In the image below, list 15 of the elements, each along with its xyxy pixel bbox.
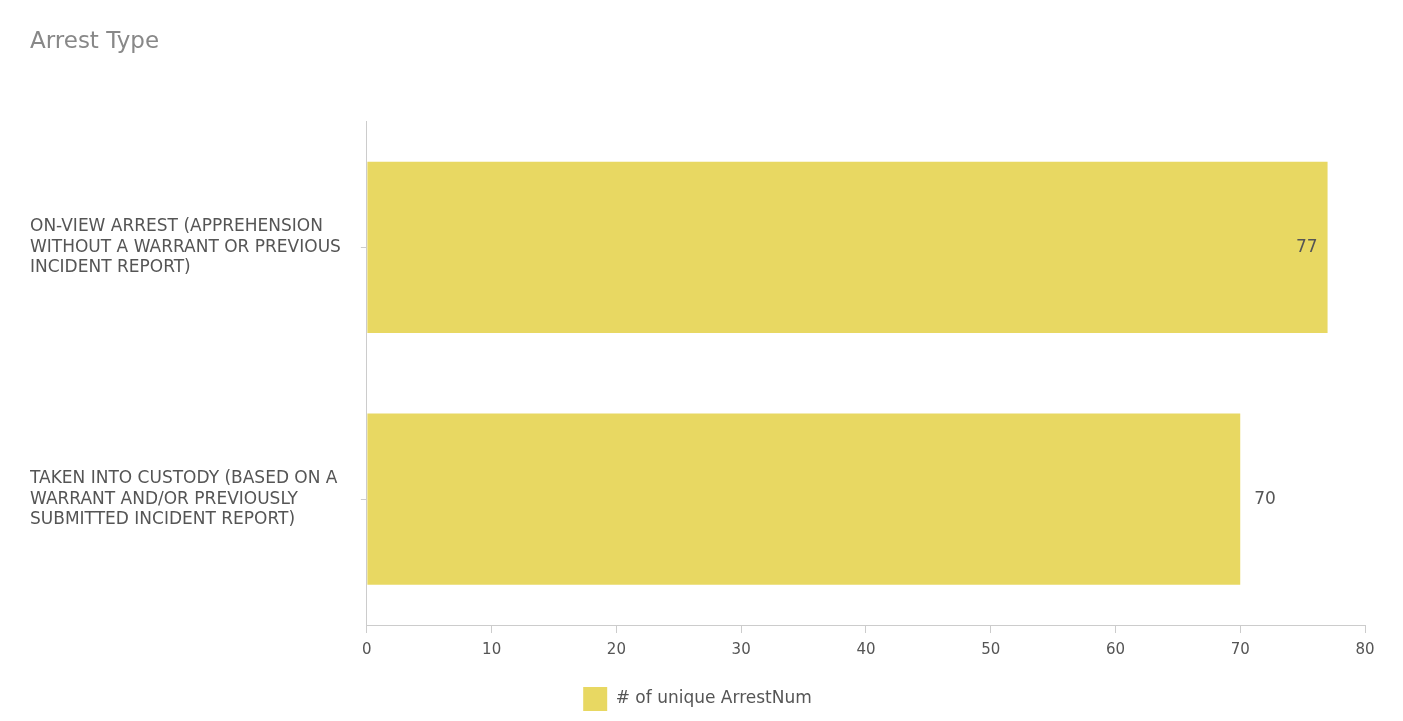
x-tick-label: 10 [482,639,502,658]
x-tick-label: 70 [1230,639,1250,658]
y-tick-label: TAKEN INTO CUSTODY (BASED ON A WARRANT AND/OR PREVIOUSLY SUBMITTED INCIDENT REPORT) [29,467,338,528]
x-tick-label: 50 [981,639,1001,658]
x-tick-label: 80 [1355,639,1375,658]
text: Arrest Type [30,26,160,53]
x-tick-label: 40 [856,639,876,658]
x-tick-label: 60 [1105,639,1126,658]
legend-label: # of unique ArrestNum [615,687,812,708]
x-tick-label: 0 [362,639,372,658]
data-label: 77 [1295,235,1318,256]
x-tick-label: 30 [731,639,751,658]
x-tick-label: 20 [606,639,626,658]
y-tick-label: ON-VIEW ARREST (APPREHENSION WITHOUT A WARRANT OR PREVIOUS INCIDENT REPORT) [30,215,341,277]
data-label: 70 [1254,487,1276,508]
